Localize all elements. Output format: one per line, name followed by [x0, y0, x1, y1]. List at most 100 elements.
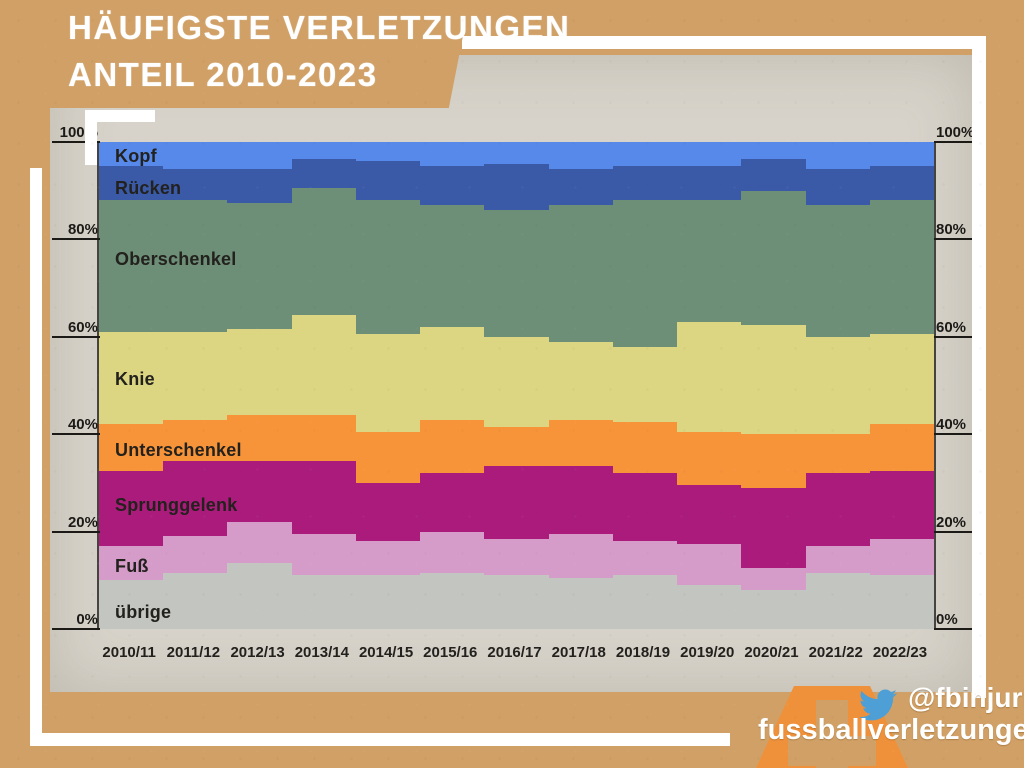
segment-ruecken	[869, 166, 935, 201]
y-tick-label-right: 60%	[934, 319, 982, 338]
y-tick-label-right: 0%	[934, 611, 982, 630]
segment-oberschenkel	[805, 205, 870, 337]
segment-knie	[612, 346, 678, 422]
segment-sprunggelenk	[548, 465, 613, 534]
season-column-2018-19	[612, 142, 678, 629]
band-label-knie: Knie	[115, 369, 155, 389]
segment-unterschenkel	[677, 431, 742, 486]
segment-sprunggelenk	[869, 470, 935, 539]
x-tick-label: 2019/20	[680, 644, 735, 661]
x-tick-label: 2010/11	[102, 644, 156, 661]
segment-sprunggelenk	[355, 482, 421, 542]
season-column-2012-13	[227, 142, 292, 629]
title-banner-extension	[0, 108, 50, 168]
season-column-2011-12	[163, 142, 228, 629]
y-tick-label-left: 60%	[52, 319, 100, 338]
segment-uebrige	[484, 575, 549, 629]
segment-knie	[227, 329, 292, 415]
segment-kopf	[99, 142, 164, 167]
segment-uebrige	[227, 563, 292, 629]
twitter-bird-icon	[859, 689, 898, 721]
segment-ruecken	[612, 166, 678, 201]
segment-oberschenkel	[612, 200, 678, 347]
segment-sprunggelenk	[484, 465, 549, 539]
y-tick-label-left: 80%	[52, 221, 100, 241]
y-tick-label-left: 20%	[52, 514, 100, 533]
y-tick-label-right: 80%	[934, 221, 982, 241]
frame-top-line	[462, 36, 986, 49]
segment-unterschenkel	[741, 434, 806, 488]
segment-kopf	[869, 142, 935, 167]
segment-uebrige	[355, 575, 421, 629]
segment-uebrige	[99, 580, 164, 629]
segment-sprunggelenk	[741, 487, 806, 569]
segment-uebrige	[741, 589, 806, 629]
page-title: Häufigste Verletzungen Anteil 2010-2023	[68, 4, 570, 98]
segment-ruecken	[805, 168, 870, 206]
season-column-2020-21	[741, 142, 806, 629]
segment-ruecken	[163, 168, 228, 201]
x-tick-label: 2018/19	[615, 644, 671, 661]
segment-fuss	[741, 568, 806, 590]
segment-oberschenkel	[355, 200, 421, 335]
segment-ruecken	[227, 168, 292, 203]
segment-knie	[163, 331, 228, 420]
segment-uebrige	[163, 572, 228, 629]
segment-oberschenkel	[420, 205, 485, 328]
frame-corner-bracket	[85, 110, 155, 122]
segment-sprunggelenk	[612, 473, 678, 542]
segment-fuss	[355, 541, 421, 576]
x-tick-label: 2021/22	[808, 644, 863, 661]
segment-fuss	[548, 533, 613, 578]
segment-unterschenkel	[163, 419, 228, 461]
segment-unterschenkel	[291, 414, 356, 461]
season-column-2019-20	[677, 142, 742, 629]
segment-kopf	[612, 142, 678, 167]
season-column-2016-17	[484, 142, 549, 629]
segment-knie	[869, 334, 935, 425]
segment-uebrige	[869, 575, 935, 629]
twitter-handle: @fbinjuries	[908, 682, 1024, 713]
band-label-uebrige: übrige	[115, 602, 172, 622]
segment-uebrige	[420, 572, 485, 629]
x-tick-label: 2014/15	[358, 644, 414, 661]
segment-knie	[805, 336, 870, 435]
segment-knie	[548, 341, 613, 420]
frame-bottom-line	[30, 733, 730, 746]
segment-kopf	[677, 142, 742, 167]
x-tick-label: 2012/13	[230, 644, 285, 661]
segment-fuss	[805, 546, 870, 573]
segment-sprunggelenk	[291, 460, 356, 534]
segment-fuss	[163, 536, 228, 573]
segment-fuss	[99, 546, 164, 581]
website-url: fussballverletzungen.com	[758, 714, 1024, 746]
segment-sprunggelenk	[99, 470, 164, 547]
segment-ruecken	[99, 166, 164, 201]
x-axis: 2010/11 2011/12 2012/13 2013/14 2014/15 2015/…	[97, 644, 932, 661]
segment-oberschenkel	[227, 202, 292, 330]
segment-ruecken	[741, 159, 806, 191]
segment-sprunggelenk	[677, 485, 742, 544]
y-tick-label-right: 100%	[934, 124, 982, 143]
x-tick-label: 2015/16	[423, 644, 478, 661]
season-column-2013-14	[291, 142, 356, 629]
segment-fuss	[484, 538, 549, 576]
segment-unterschenkel	[548, 419, 613, 466]
segment-knie	[355, 334, 421, 432]
segment-unterschenkel	[869, 424, 935, 471]
segment-ruecken	[677, 166, 742, 201]
segment-sprunggelenk	[163, 460, 228, 537]
title-line-2: Anteil 2010-2023	[68, 56, 378, 93]
segment-unterschenkel	[805, 434, 870, 474]
season-column-2017-18	[548, 142, 613, 629]
segment-oberschenkel	[548, 205, 613, 342]
season-column-2015-16	[420, 142, 485, 629]
segment-uebrige	[612, 575, 678, 629]
segment-fuss	[420, 531, 485, 573]
segment-kopf	[291, 142, 356, 160]
first-aid-cross-icon	[788, 736, 876, 766]
x-tick-label: 2017/18	[551, 644, 606, 661]
frame-corner-bracket	[85, 110, 97, 165]
segment-knie	[741, 324, 806, 435]
